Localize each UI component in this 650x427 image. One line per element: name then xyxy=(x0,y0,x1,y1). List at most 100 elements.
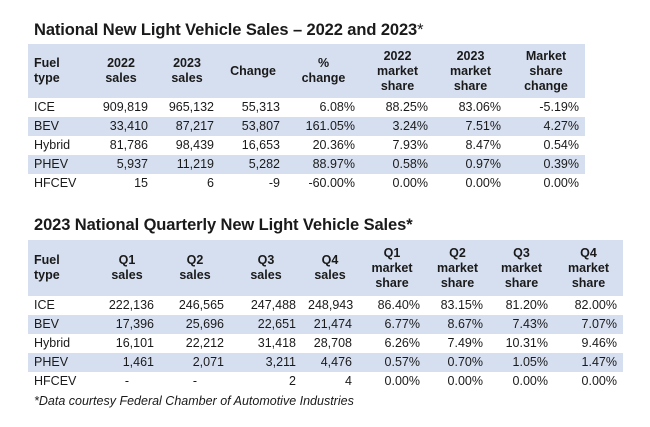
table2-title: 2023 National Quarterly New Light Vehicl… xyxy=(34,216,413,234)
table2-header-cell: Q1 market share xyxy=(358,240,426,296)
value-cell: 15 xyxy=(134,176,148,190)
table-row: Hybrid 16,101 22,212 31,418 28,708 6.26% 7.49%… xyxy=(28,334,623,353)
value-cell: 3,211 xyxy=(230,353,302,372)
value-cell: 3.24% xyxy=(361,117,434,136)
value-cell: 98,439 xyxy=(175,138,214,152)
value-cell: 22,212 xyxy=(185,336,224,350)
header-text-line: sales xyxy=(314,268,346,282)
value-cell: 5,282 xyxy=(220,155,286,174)
value-cell: 7.93% xyxy=(392,138,428,152)
value-cell: 10.31% xyxy=(505,336,548,350)
table1-header-cell: 2023 market share xyxy=(434,44,507,98)
value-cell: 0.70% xyxy=(426,353,489,372)
value-cell: 0.00% xyxy=(465,176,501,190)
value-cell: 8.47% xyxy=(465,138,501,152)
value-cell: 965,132 xyxy=(168,100,214,114)
value-cell: 0.00% xyxy=(512,374,548,388)
value-cell: 86.40% xyxy=(377,298,420,312)
header-text-line: share xyxy=(440,275,475,290)
header-text-line: market xyxy=(371,260,413,275)
fuel-type-cell: BEV xyxy=(28,117,88,136)
value-cell: -9 xyxy=(268,176,280,190)
table2-header-cell: Q2 market share xyxy=(426,240,489,296)
fuel-type-cell: BEV xyxy=(28,315,94,334)
value-cell: 25,696 xyxy=(160,315,230,334)
table1-header-cell: 2023 sales xyxy=(154,44,220,98)
value-cell: 0.39% xyxy=(507,155,585,174)
table2-header-cell: Q4 market share xyxy=(554,240,623,296)
header-text-line: 2022 xyxy=(383,48,412,63)
header-text-line: Q4 xyxy=(321,253,339,267)
header-text-line: Fuel xyxy=(34,56,60,70)
header-text-line: share xyxy=(375,275,409,290)
value-cell: 0.97% xyxy=(434,155,507,174)
value-cell: 83.06% xyxy=(458,100,501,114)
header-text-line: sales xyxy=(250,268,282,282)
value-cell: 21,474 xyxy=(302,315,358,334)
value-cell: 28,708 xyxy=(313,336,352,350)
data-source-footnote: *Data courtesy Federal Chamber of Automo… xyxy=(34,394,354,408)
table1-header-cell: Fuel type xyxy=(28,44,88,98)
fuel-type-cell: HFCEV xyxy=(34,176,77,190)
header-text-line: market xyxy=(377,63,418,78)
value-cell: 0.00% xyxy=(581,374,617,388)
header-text-line: share xyxy=(453,78,488,93)
value-cell: 7.51% xyxy=(434,117,507,136)
value-cell: 222,136 xyxy=(108,298,154,312)
value-cell: 16,101 xyxy=(115,336,154,350)
header-text-line: market xyxy=(437,260,478,275)
value-cell: 4.27% xyxy=(507,117,585,136)
header-text-line: Q3 xyxy=(513,245,530,260)
value-cell: 909,819 xyxy=(102,100,148,114)
value-cell: 20.36% xyxy=(312,138,355,152)
table-row: HFCEV - - 2 4 0.00% 0.00% 0.00% 0.00% xyxy=(28,372,623,391)
fuel-type-cell: ICE xyxy=(34,100,55,114)
value-cell: 55,313 xyxy=(241,100,280,114)
value-cell: 82.00% xyxy=(574,298,617,312)
fuel-type-cell: PHEV xyxy=(28,155,88,174)
value-cell: 5,937 xyxy=(88,155,154,174)
value-cell: 81.20% xyxy=(505,298,548,312)
header-text-line: share xyxy=(571,275,606,290)
value-cell: 0.54% xyxy=(543,138,579,152)
table-row: BEV 33,410 87,217 53,807 161.05% 3.24% 7.51% 4.… xyxy=(28,117,585,136)
value-cell: 246,565 xyxy=(178,298,224,312)
header-text-line: 2023 xyxy=(173,56,201,70)
header-text-line: share xyxy=(504,275,539,290)
value-cell: 0.00% xyxy=(384,374,420,388)
value-cell: 1.05% xyxy=(489,353,554,372)
header-text-line: market xyxy=(450,63,491,78)
value-cell: 31,418 xyxy=(257,336,296,350)
table2-header-cell: Q4 sales xyxy=(302,240,358,296)
header-text-line: Q4 xyxy=(580,245,597,260)
value-cell: 6.08% xyxy=(319,100,355,114)
value-cell: 9.46% xyxy=(581,336,617,350)
table-row: HFCEV 15 6 -9 -60.00% 0.00% 0.00% 0.00% xyxy=(28,174,585,193)
header-text-line: Change xyxy=(230,63,276,78)
value-cell: 88.25% xyxy=(385,100,428,114)
header-text-line: share xyxy=(380,78,415,93)
value-cell: 2,071 xyxy=(160,353,230,372)
table-row: ICE 222,136 246,565 247,488 248,943 86.40% 83.… xyxy=(28,296,623,315)
value-cell: - xyxy=(192,374,198,388)
value-cell: 11,219 xyxy=(154,155,220,174)
value-cell: 1,461 xyxy=(94,353,160,372)
table1-title: National New Light Vehicle Sales – 2022 … xyxy=(34,21,424,39)
value-cell: 0.57% xyxy=(358,353,426,372)
value-cell: 7.43% xyxy=(489,315,554,334)
header-text-line: change xyxy=(524,78,568,93)
table-row: PHEV 5,937 11,219 5,282 88.97% 0.58% 0.97% 0.39… xyxy=(28,155,585,174)
header-text-line: change xyxy=(301,71,346,85)
value-cell: 81,786 xyxy=(109,138,148,152)
value-cell: 6.77% xyxy=(358,315,426,334)
value-cell: 8.67% xyxy=(426,315,489,334)
table2-header-cell: Fuel type xyxy=(28,240,94,296)
value-cell: 33,410 xyxy=(88,117,154,136)
header-text-line: Fuel xyxy=(34,253,60,267)
fuel-type-cell: PHEV xyxy=(28,353,94,372)
header-text-line: Q2 xyxy=(449,245,466,260)
table1-header-cell: % change xyxy=(286,44,361,98)
value-cell: 16,653 xyxy=(241,138,280,152)
header-text-line: sales xyxy=(171,71,203,85)
header-text-line: 2023 xyxy=(456,48,485,63)
